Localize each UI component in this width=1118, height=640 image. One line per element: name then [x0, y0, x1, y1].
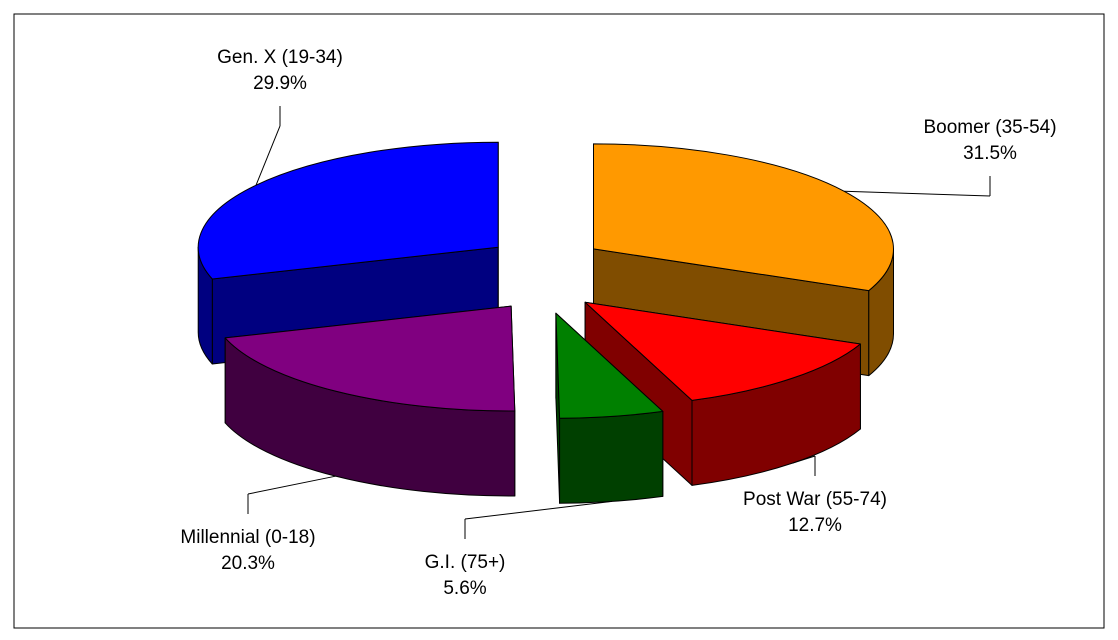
- slice-value-label: 12.7%: [788, 515, 842, 536]
- leader-line: [247, 475, 336, 495]
- slice: [224, 305, 516, 497]
- slice-value-label: 29.9%: [253, 73, 307, 94]
- slice-value-label: 31.5%: [963, 143, 1017, 164]
- leader-line: [255, 125, 281, 186]
- leader-line: [464, 500, 613, 520]
- slice-top: [584, 301, 861, 401]
- slice-label: Millennial (0-18): [180, 527, 315, 548]
- slice-label: Boomer (35-54): [923, 117, 1056, 138]
- leader-line: [792, 455, 816, 464]
- leader-line: [844, 190, 991, 197]
- slice-side: [559, 410, 664, 504]
- slice: [555, 312, 664, 504]
- slice-label: G.I. (75+): [425, 552, 506, 573]
- slice-label: Post War (55-74): [743, 489, 887, 510]
- slice-value-label: 20.3%: [221, 553, 275, 574]
- slice-value-label: 5.6%: [443, 578, 486, 599]
- slice-top: [224, 305, 516, 412]
- slice-label: Gen. X (19-34): [217, 47, 343, 68]
- slice-top: [555, 312, 664, 419]
